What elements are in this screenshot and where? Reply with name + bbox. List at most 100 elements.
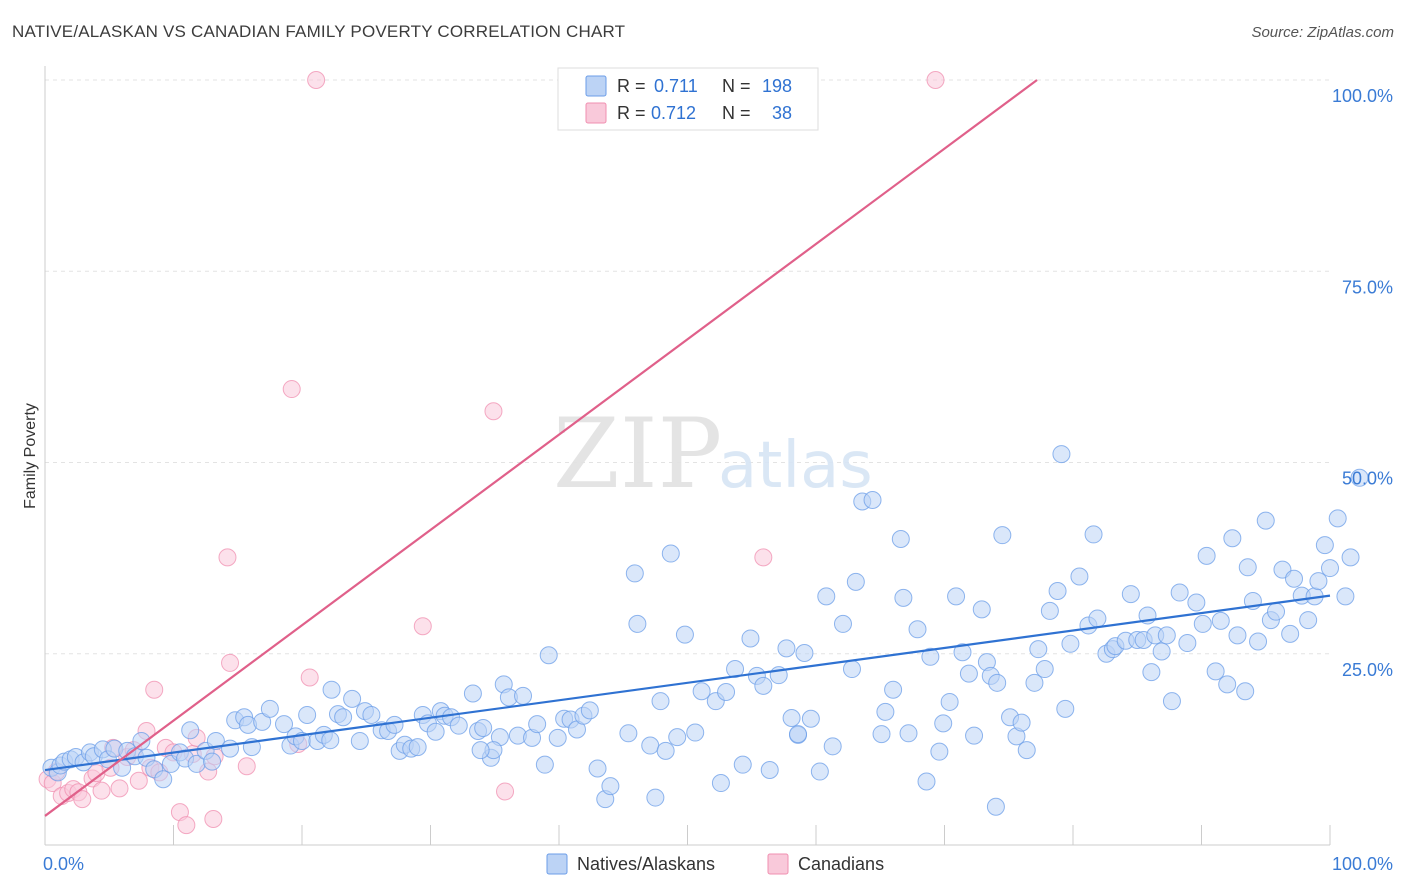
canadians-r-value: 0.712 (651, 103, 696, 123)
natives-point (1267, 602, 1286, 621)
natives-point (726, 660, 745, 679)
natives-point (842, 660, 861, 679)
natives-point (1341, 548, 1360, 567)
natives-point (1206, 662, 1225, 681)
y-tick-label: 100.0% (1332, 86, 1393, 106)
natives-point (972, 600, 991, 619)
chart-title: NATIVE/ALASKAN VS CANADIAN FAMILY POVERT… (12, 22, 626, 41)
natives-point (449, 716, 468, 735)
watermark-atlas: atlas (718, 429, 873, 503)
legend-label-canadians: Canadians (798, 854, 884, 874)
natives-point (646, 788, 665, 807)
natives-point (154, 770, 173, 789)
natives-point (754, 676, 773, 695)
canadians-point (926, 71, 945, 89)
natives-point (1157, 626, 1176, 645)
natives-point (1249, 632, 1268, 651)
natives-point (988, 673, 1007, 692)
y-tick-label: 75.0% (1342, 277, 1393, 297)
natives-point (1328, 509, 1347, 528)
canadians-point (300, 668, 319, 687)
natives-point (514, 686, 533, 705)
legend-swatch-natives (546, 853, 568, 875)
natives-point (823, 737, 842, 756)
natives-point (1029, 640, 1048, 659)
natives-point (675, 625, 694, 644)
tick-labels: 25.0% 50.0% 75.0% 100.0% 0.0% 100.0% (43, 86, 1393, 874)
natives-point (717, 683, 736, 701)
natives-point (801, 709, 820, 728)
natives-stat-swatch (585, 75, 607, 97)
natives-point (1315, 536, 1334, 555)
natives-point (891, 530, 910, 548)
natives-point (908, 620, 927, 639)
canadians-point (73, 790, 92, 809)
natives-point (535, 755, 554, 774)
canadians-point (218, 548, 237, 567)
natives-point (1236, 682, 1255, 701)
natives-point (1084, 525, 1103, 544)
natives-point (947, 587, 966, 606)
canadians-point (145, 680, 164, 699)
natives-point (661, 544, 680, 563)
canadians-point (204, 809, 223, 828)
gridlines (45, 79, 1330, 655)
natives-point (1012, 713, 1031, 732)
natives-point (1321, 559, 1339, 578)
natives-point (1170, 583, 1189, 602)
natives-point (846, 572, 865, 591)
natives-point (777, 639, 796, 658)
natives-point (350, 731, 369, 750)
legend-label-natives: Natives/Alaskans (577, 854, 715, 874)
natives-point (917, 772, 936, 791)
canadians-point (92, 781, 111, 800)
natives-point (385, 715, 404, 734)
natives-point (810, 762, 829, 781)
natives-point (426, 722, 445, 741)
natives-point (993, 526, 1012, 545)
y-tick-label: 25.0% (1342, 660, 1393, 680)
natives-point (1061, 634, 1080, 653)
natives-point (463, 684, 482, 703)
canadians-point (282, 380, 301, 399)
natives-point (1040, 601, 1059, 620)
natives-point (1281, 624, 1300, 643)
natives-point (528, 715, 547, 734)
natives-alaskans-points (42, 445, 1369, 816)
natives-point (1285, 569, 1304, 588)
natives-point (1336, 587, 1355, 606)
y-axis-label: Family Poverty (22, 403, 39, 509)
natives-point (1017, 741, 1036, 760)
natives-point (789, 725, 808, 744)
canadians-n-value: 38 (772, 103, 792, 123)
legend-swatch-canadians (767, 853, 789, 875)
x-tick-label: 0.0% (43, 854, 84, 874)
natives-point (921, 647, 940, 666)
canadians-point (221, 653, 240, 672)
natives-point (275, 715, 294, 734)
natives-point (940, 692, 959, 711)
canadians-r-label: R = (617, 103, 646, 123)
natives-point (362, 705, 381, 724)
natives-point (959, 664, 978, 683)
natives-point (471, 741, 490, 760)
natives-point (760, 761, 779, 780)
natives-point (334, 708, 353, 727)
natives-point (1187, 593, 1206, 612)
natives-point (741, 629, 760, 648)
y-tick-label: 50.0% (1342, 469, 1393, 489)
natives-point (1197, 546, 1216, 565)
canadians-point (177, 816, 196, 835)
natives-point (863, 490, 882, 509)
natives-point (1193, 614, 1212, 633)
canadians-point (484, 402, 503, 421)
natives-point (1211, 611, 1230, 630)
natives-trend-line (44, 594, 1331, 772)
natives-point (872, 725, 891, 744)
natives-point (1121, 585, 1140, 604)
natives-point (1052, 445, 1071, 464)
natives-point (132, 731, 151, 750)
natives-point (343, 689, 362, 708)
natives-point (322, 680, 341, 699)
natives-point (733, 755, 752, 774)
